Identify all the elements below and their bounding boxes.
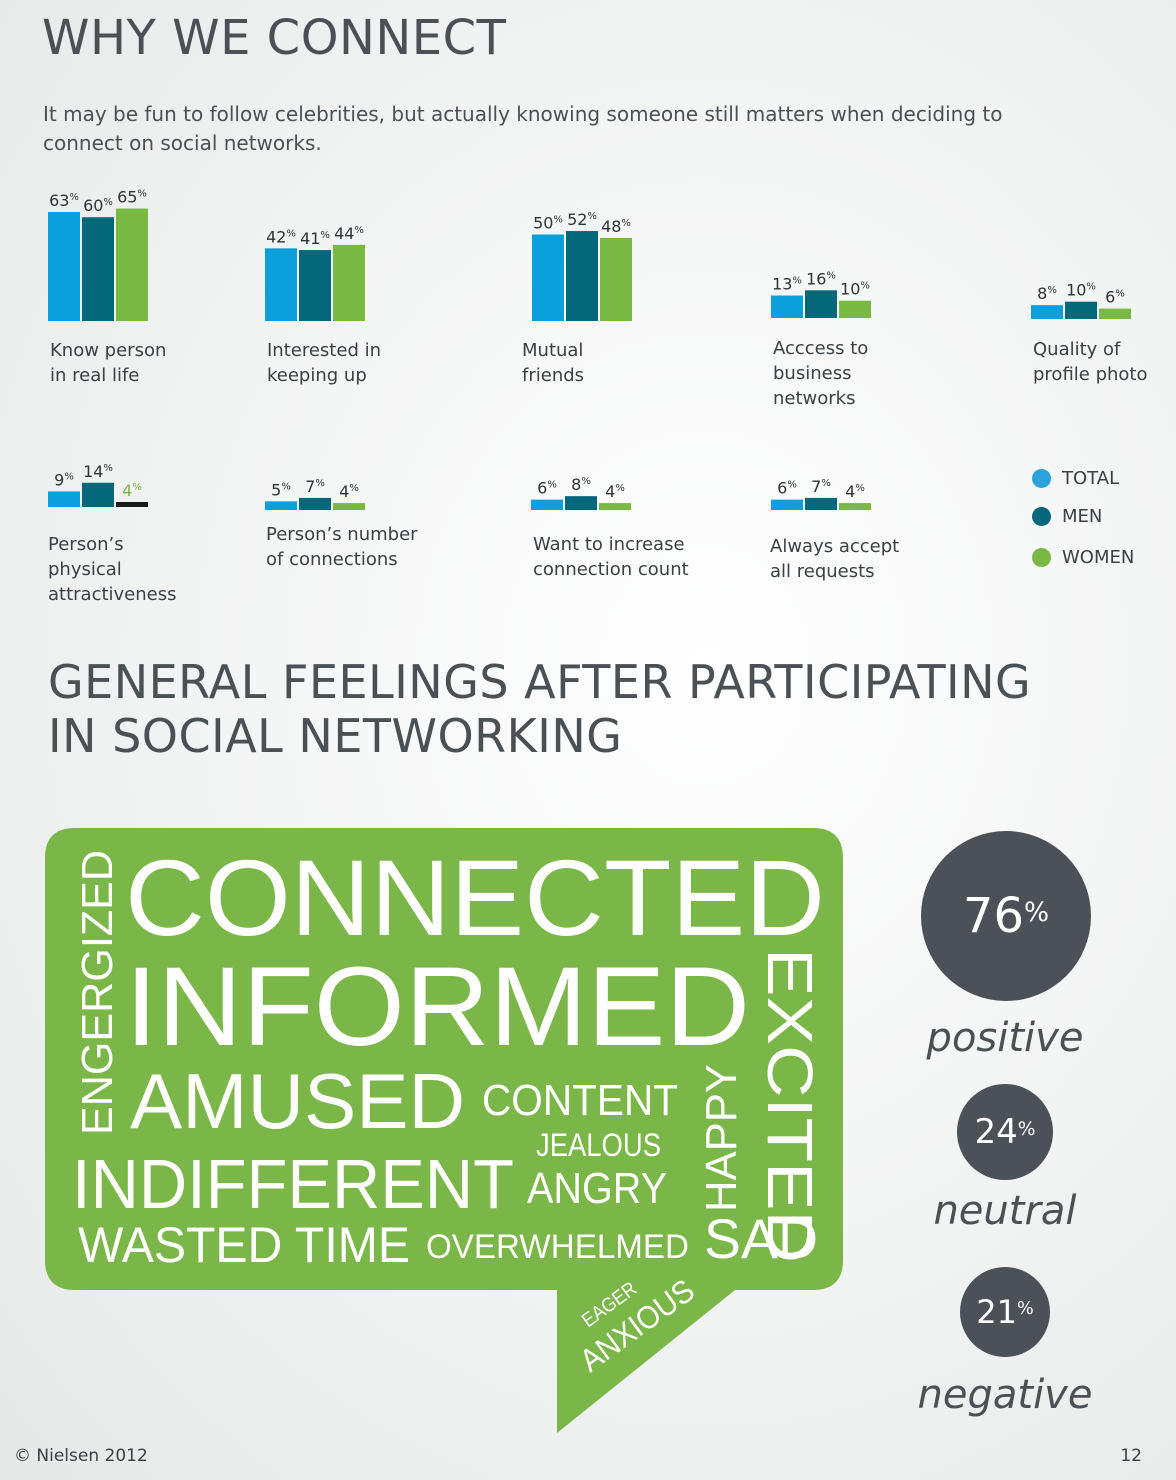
bar-acccess-to-business-networks-women [839,300,871,318]
bar-want-to-increase-connection-count-women [599,503,631,510]
bar-category-label-mutual-friends: Mutual friends [522,340,585,386]
bar-interested-in-keeping-up-men [299,250,331,321]
footer-page-number: 12 [1120,1446,1142,1466]
word-connected: CONNECTED [125,837,825,958]
word-engergized: ENGERGIZED [73,850,122,1135]
legend-swatch-total [1032,469,1051,488]
bar-category-label-interested-in-keeping-up: Interested in keeping up [267,340,381,386]
stat-negative-value: 21 [976,1293,1017,1331]
word-content: CONTENT [482,1076,678,1125]
word-jealous: JEALOUS [536,1127,661,1163]
bar-know-person-in-real-life-women [116,208,148,321]
legend-label-men: MEN [1062,506,1103,527]
stat-neutral-circle: 24% [957,1084,1053,1180]
bar-category-label-person-s-physical-attractiveness: Person’s physical attractiveness [48,534,177,605]
bar-category-label-quality-of-profile-photo: Quality of profile photo [1033,339,1148,385]
bar-acccess-to-business-networks-total [771,295,803,318]
word-happy: HAPPY [697,1064,746,1212]
stat-neutral-label: neutral [933,1188,1077,1234]
bar-interested-in-keeping-up-total [265,248,297,321]
word-wasted-time: WASTED TIME [78,1217,410,1273]
stat-negative-label: negative [917,1372,1093,1418]
stat-positive-percent: % [1024,896,1050,928]
bar-know-person-in-real-life-total [48,212,80,321]
intro-text: It may be fun to follow celebrities, but… [43,102,1003,155]
word-overwhelmed: OVERWHELMED [426,1228,689,1266]
word-amused: AMUSED [130,1057,465,1145]
stat-positive-label: positive [926,1015,1084,1061]
bar-category-label-know-person-in-real-life: Know person in real life [50,340,167,386]
bar-person-s-physical-attractiveness-total [48,491,80,507]
bar-always-accept-all-requests-women [839,503,871,510]
bar-mutual-friends-men [566,231,598,321]
footer-copyright: © Nielsen 2012 [14,1446,148,1466]
bar-interested-in-keeping-up-women [333,244,365,321]
stat-negative-percent: % [1017,1299,1034,1320]
bar-always-accept-all-requests-total [771,499,803,510]
bar-person-s-physical-attractiveness-men [82,482,114,507]
bar-quality-of-profile-photo-women [1099,308,1131,319]
word-indifferent: INDIFFERENT [72,1145,514,1223]
bar-category-label-always-accept-all-requests: Always accept all requests [770,536,900,582]
feelings-title-line-1: GENERAL FEELINGS AFTER PARTICIPATING [48,655,1032,709]
bar-quality-of-profile-photo-total [1031,305,1063,319]
speech-bubble-shape [45,828,843,1433]
stat-neutral-value: 24 [974,1112,1018,1152]
word-angry: ANGRY [527,1164,667,1213]
bar-person-s-number-of-connections-total [265,501,297,510]
feelings-title-line-2: IN SOCIAL NETWORKING [48,709,623,763]
word-informed: INFORMED [125,944,750,1069]
legend-label-women: WOMEN [1062,547,1135,568]
bar-want-to-increase-connection-count-men [565,496,597,510]
page-title: WHY WE CONNECT [42,10,507,66]
bar-category-label-person-s-number-of-connections: Person’s number of connections [266,524,418,570]
feelings-title: GENERAL FEELINGS AFTER PARTICIPATING IN … [48,655,1031,763]
bar-quality-of-profile-photo-men [1065,301,1097,319]
bar-always-accept-all-requests-men [805,497,837,510]
stat-positive-value: 76 [962,888,1024,944]
bar-mutual-friends-women [600,237,632,321]
bar-know-person-in-real-life-men [82,217,114,321]
bar-person-s-physical-attractiveness-women [116,502,148,507]
bar-category-label-want-to-increase-connection-count: Want to increase connection count [533,534,689,580]
bar-mutual-friends-total [532,234,564,321]
stat-neutral-percent: % [1017,1118,1036,1140]
bar-person-s-number-of-connections-men [299,497,331,510]
word-excited: EXCITED [754,948,826,1263]
stat-negative-circle: 21% [960,1267,1050,1357]
word-sad: SAD [704,1207,818,1270]
legend-swatch-men [1032,507,1051,526]
stat-positive-circle: 76% [921,831,1091,1001]
legend-swatch-women [1032,548,1051,567]
bar-person-s-number-of-connections-women [333,503,365,510]
bar-chart: 63% 60% 65%42% 41% 44% 50% 52%48%13% 16%10% 8% 10… [48,188,1131,510]
bar-category-label-acccess-to-business-networks: Acccess to business networks [773,338,869,409]
legend-label-total: TOTAL [1062,468,1120,489]
bar-want-to-increase-connection-count-total [531,499,563,510]
bar-acccess-to-business-networks-men [805,290,837,318]
